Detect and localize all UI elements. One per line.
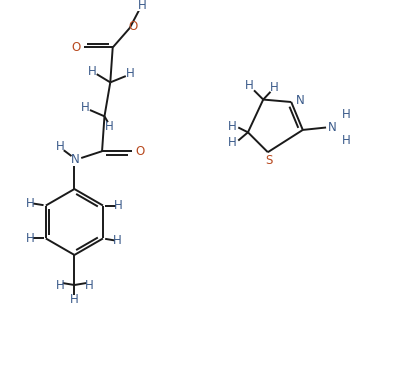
Text: H: H	[228, 120, 237, 133]
Text: S: S	[265, 154, 273, 168]
Text: H: H	[85, 278, 94, 292]
Text: H: H	[88, 65, 96, 78]
Text: N: N	[328, 121, 336, 134]
Text: H: H	[105, 120, 114, 134]
Text: H: H	[26, 197, 35, 210]
Text: O: O	[135, 145, 144, 158]
Text: H: H	[81, 101, 90, 114]
Text: H: H	[55, 278, 64, 292]
Text: H: H	[126, 67, 135, 80]
Text: H: H	[70, 293, 79, 306]
Text: H: H	[269, 81, 278, 94]
Text: H: H	[137, 0, 146, 12]
Text: H: H	[228, 137, 237, 150]
Text: H: H	[26, 232, 35, 245]
Text: H: H	[55, 140, 64, 153]
Text: H: H	[113, 234, 122, 247]
Text: O: O	[71, 41, 80, 54]
Text: H: H	[245, 80, 254, 92]
Text: O: O	[129, 20, 138, 32]
Text: N: N	[296, 93, 304, 107]
Text: H: H	[114, 199, 123, 212]
Text: H: H	[342, 134, 351, 147]
Text: N: N	[71, 153, 80, 166]
Text: H: H	[342, 108, 351, 122]
